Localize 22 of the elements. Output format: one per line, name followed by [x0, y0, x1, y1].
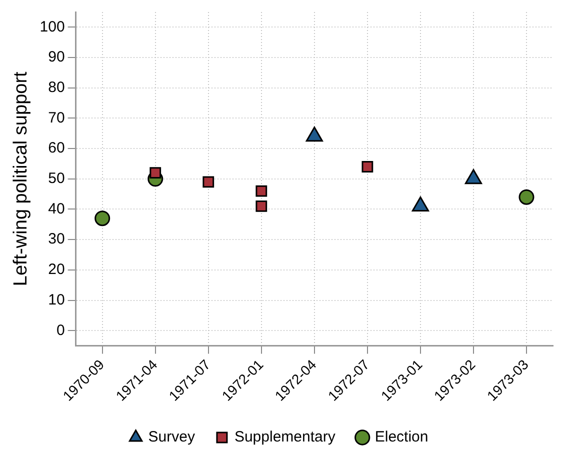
y-tick-label: 60	[48, 140, 65, 157]
y-tick-label: 70	[48, 109, 65, 126]
legend-label: Supplementary	[234, 428, 336, 446]
y-tick-label: 50	[48, 170, 65, 188]
y-tick-label: 80	[48, 79, 65, 96]
point	[518, 189, 534, 205]
legend-label: Election	[374, 428, 428, 446]
point	[202, 176, 214, 188]
legend-label: Survey	[148, 428, 196, 446]
y-tick-label: 20	[48, 261, 65, 278]
y-tick-label: 100	[40, 18, 65, 36]
y-tick-label: 30	[48, 230, 65, 248]
point	[94, 210, 110, 226]
point	[256, 185, 268, 197]
y-tick-label: 10	[48, 291, 65, 308]
point	[256, 200, 268, 212]
y-axis-title: Left-wing political support	[10, 70, 32, 286]
point	[150, 167, 162, 179]
y-tick-label: 40	[48, 200, 65, 218]
y-tick-label: 0	[56, 322, 65, 339]
y-tick-label: 90	[48, 48, 65, 66]
point	[362, 161, 374, 172]
